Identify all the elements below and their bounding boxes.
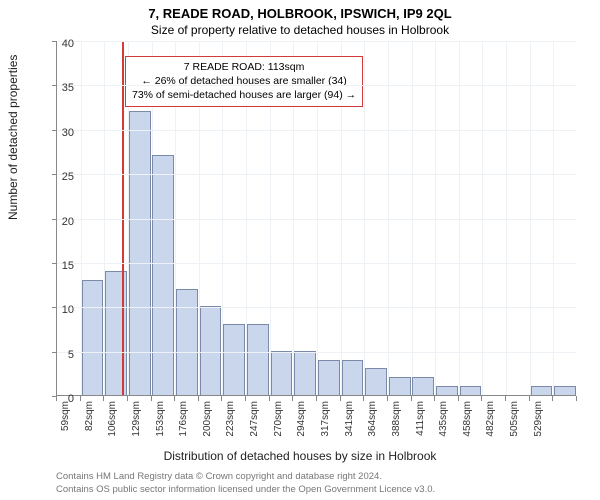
xtick-mark [221, 396, 222, 401]
xtick-mark [505, 396, 506, 401]
xtick-mark [174, 396, 175, 401]
histogram-bar [223, 324, 245, 395]
histogram-bar [389, 377, 411, 395]
annotation-box: 7 READE ROAD: 113sqm ← 26% of detached h… [125, 56, 363, 107]
y-axis-label: Number of detached properties [6, 55, 20, 220]
xtick-mark [103, 396, 104, 401]
xtick-label: 341sqm [344, 401, 355, 437]
x-axis-label: Distribution of detached houses by size … [0, 449, 600, 463]
xtick-label: 82sqm [84, 401, 95, 431]
gridline-h [57, 307, 576, 308]
xtick-label: 482sqm [485, 401, 496, 437]
xtick-mark [387, 396, 388, 401]
xtick-label: 223sqm [225, 401, 236, 437]
xtick-mark [198, 396, 199, 401]
xtick-label: 529sqm [533, 401, 544, 437]
xtick-label: 364sqm [367, 401, 378, 437]
xtick-mark [552, 396, 553, 401]
gridline-h [57, 352, 576, 353]
gridline-h [57, 174, 576, 175]
xtick-mark [363, 396, 364, 401]
histogram-bar [152, 155, 174, 395]
histogram-bar [436, 386, 458, 395]
xtick-label: 435sqm [438, 401, 449, 437]
chart-title-address: 7, READE ROAD, HOLBROOK, IPSWICH, IP9 2Q… [0, 0, 600, 21]
histogram-bar [365, 368, 387, 395]
ytick-label: 40 [34, 38, 74, 50]
histogram-bar [271, 351, 293, 395]
footer-line2: Contains OS public sector information li… [56, 484, 435, 496]
histogram-bar [247, 324, 269, 395]
xtick-mark [434, 396, 435, 401]
xtick-mark [127, 396, 128, 401]
footer-attribution: Contains HM Land Registry data © Crown c… [56, 471, 435, 496]
histogram-bar [412, 377, 434, 395]
xtick-mark [529, 396, 530, 401]
xtick-label: 129sqm [131, 401, 142, 437]
histogram-bar [318, 360, 340, 396]
gridline-h [57, 85, 576, 86]
chart-container: 7, READE ROAD, HOLBROOK, IPSWICH, IP9 2Q… [0, 0, 600, 500]
histogram-bar [554, 386, 576, 395]
chart-area: 7 READE ROAD: 113sqm ← 26% of detached h… [56, 41, 576, 396]
xtick-mark [269, 396, 270, 401]
histogram-bar [82, 280, 104, 395]
ytick-label: 20 [34, 216, 74, 228]
ytick-label: 30 [34, 127, 74, 139]
xtick-mark [80, 396, 81, 401]
xtick-label: 200sqm [202, 401, 213, 437]
annotation-line1: 7 READE ROAD: 113sqm [132, 60, 356, 74]
histogram-bar [200, 306, 222, 395]
ytick-label: 5 [34, 349, 74, 361]
xtick-label: 247sqm [249, 401, 260, 437]
xtick-label: 411sqm [415, 401, 426, 436]
gridline-h [57, 130, 576, 131]
xtick-label: 176sqm [178, 401, 189, 437]
xtick-mark [458, 396, 459, 401]
xtick-mark [340, 396, 341, 401]
xtick-label: 388sqm [391, 401, 402, 437]
chart-title-desc: Size of property relative to detached ho… [0, 21, 600, 41]
histogram-bar [531, 386, 553, 395]
xtick-mark [245, 396, 246, 401]
ytick-label: 15 [34, 260, 74, 272]
xtick-mark [411, 396, 412, 401]
plot-area: 7 READE ROAD: 113sqm ← 26% of detached h… [56, 41, 576, 396]
gridline-h [57, 41, 576, 42]
xtick-label: 505sqm [509, 401, 520, 437]
xtick-label: 106sqm [107, 401, 118, 437]
xtick-label: 153sqm [155, 401, 166, 437]
xtick-label: 458sqm [462, 401, 473, 437]
histogram-bar [342, 360, 364, 396]
xtick-mark [576, 396, 577, 401]
ytick-label: 10 [34, 304, 74, 316]
xtick-label: 317sqm [320, 401, 331, 437]
histogram-bar [460, 386, 482, 395]
xtick-mark [151, 396, 152, 401]
ytick-label: 25 [34, 171, 74, 183]
xtick-mark [481, 396, 482, 401]
histogram-bar [294, 351, 316, 395]
ytick-label: 0 [34, 393, 74, 405]
footer-line1: Contains HM Land Registry data © Crown c… [56, 471, 435, 483]
ytick-label: 35 [34, 82, 74, 94]
annotation-line3: 73% of semi-detached houses are larger (… [132, 88, 356, 102]
gridline-h [57, 263, 576, 264]
xtick-label: 294sqm [296, 401, 307, 437]
xtick-label: 270sqm [273, 401, 284, 437]
histogram-bar [176, 289, 198, 396]
xtick-mark [292, 396, 293, 401]
gridline-h [57, 219, 576, 220]
xtick-mark [316, 396, 317, 401]
xtick-label: 59sqm [60, 401, 71, 431]
